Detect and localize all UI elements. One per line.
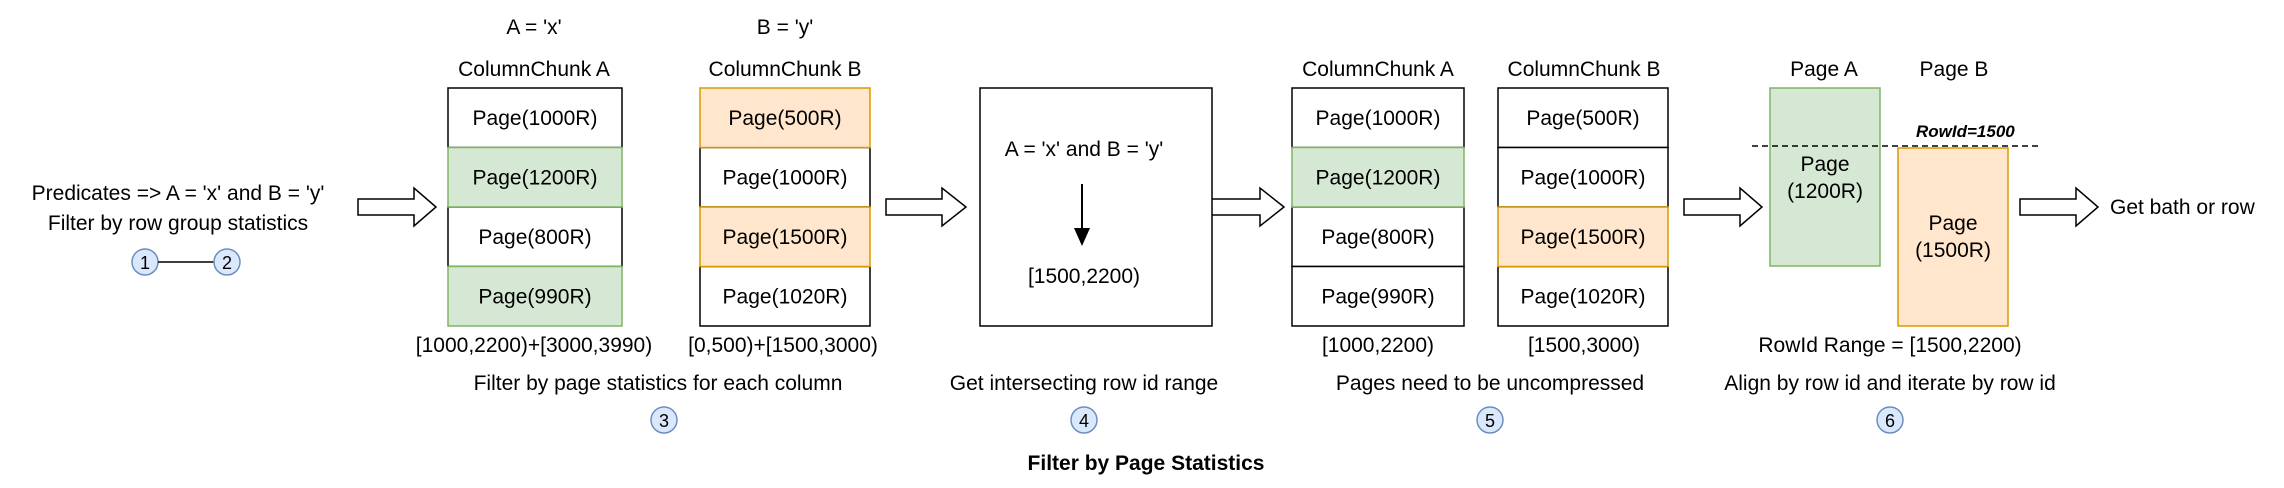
page-a-title: Page A	[1790, 58, 1858, 81]
flow-arrow-5	[2019, 186, 2100, 228]
column-chunk-a-pages-2: Page(1000R) Page(1200R) Page(800R) Page(990…	[1291, 87, 1465, 327]
page-cell	[1291, 146, 1465, 208]
flow-arrow-2	[885, 186, 968, 228]
stage-align-rows: Page A Page B Page (1200R) Page (1500R) …	[1724, 58, 2056, 434]
step-badge-4	[1070, 406, 1098, 434]
rowid-marker-label: RowId=1500	[1916, 122, 2015, 141]
flow-arrow-1	[357, 186, 438, 228]
step-badge-1-label: 1	[140, 253, 150, 273]
page-cell	[1291, 265, 1465, 327]
page-cell	[447, 206, 623, 268]
page-a-box	[1769, 87, 1881, 267]
column-chunk-a-title: ColumnChunk A	[458, 58, 610, 81]
page-cell	[699, 146, 871, 208]
page-cell-label: Page(1000R)	[723, 166, 848, 189]
step-badge-6	[1876, 406, 1904, 434]
flow-arrow-3	[1203, 186, 1286, 228]
chunk-a-row-range-2: [1000,2200)	[1322, 334, 1434, 357]
page-b-box	[1897, 147, 2009, 327]
page-cell-label: Page(990R)	[478, 285, 591, 308]
predicate-b-label: B = 'y'	[757, 16, 813, 39]
page-cell	[699, 265, 871, 327]
stage-intersect-range: A = 'x' and B = 'y' [1500,2200) Get inte…	[950, 87, 1218, 434]
page-cell	[447, 265, 623, 327]
column-chunk-b-pages-2: Page(500R) Page(1000R) Page(1500R) Page(102…	[1497, 87, 1669, 327]
page-cell	[1497, 146, 1669, 208]
down-arrow-icon	[1074, 228, 1090, 246]
page-cell-label: Page(1020R)	[1521, 285, 1646, 308]
stage-uncompress: ColumnChunk A ColumnChunk B Page(1000R)P…	[1291, 58, 1669, 434]
step-badge-2	[213, 248, 241, 276]
page-b-line-1: Page	[1928, 212, 1977, 235]
column-chunk-b-pages: Page(500R) Page(1000R) Page(1500R) Page(102…	[699, 87, 871, 327]
page-cell	[1497, 87, 1669, 149]
intersect-result: [1500,2200)	[1028, 265, 1140, 288]
step-badge-4-label: 4	[1079, 411, 1089, 431]
stage-6-caption: Align by row id and iterate by row id	[1724, 372, 2056, 395]
page-b-line-2: (1500R)	[1915, 239, 1991, 262]
column-chunk-b-title-2: ColumnChunk B	[1508, 58, 1661, 81]
step-badge-3	[650, 406, 678, 434]
page-cell	[447, 146, 623, 208]
page-cell	[1291, 87, 1465, 149]
predicate-text: Predicates => A = 'x' and B = 'y'	[32, 182, 325, 205]
stage-3-caption: Filter by page statistics for each colum…	[474, 372, 843, 395]
page-cell	[1291, 206, 1465, 268]
column-chunk-b-title: ColumnChunk B	[709, 58, 862, 81]
output-label: Get bath or row	[2110, 196, 2256, 219]
page-cell	[1497, 265, 1669, 327]
page-cell-label: Page(1020R)	[723, 285, 848, 308]
page-cell-label: Page(800R)	[478, 226, 591, 249]
stage-page-statistics: A = 'x' B = 'y' ColumnChunk A ColumnChun…	[416, 16, 878, 434]
page-b-title: Page B	[1920, 58, 1989, 81]
page-a-line-1: Page	[1800, 153, 1849, 176]
page-cell-label: Page(500R)	[728, 107, 841, 130]
row-group-filter-text: Filter by row group statistics	[48, 212, 308, 235]
page-cell-label: Page(990R)	[1321, 285, 1434, 308]
chunk-b-row-range: [0,500)+[1500,3000)	[688, 334, 878, 357]
step-badge-5-label: 5	[1485, 411, 1495, 431]
page-cell-label: Page(1500R)	[723, 226, 848, 249]
page-cell-label: Page(1000R)	[473, 107, 598, 130]
page-cell-label: Page(800R)	[1321, 226, 1434, 249]
combined-predicate-text: A = 'x' and B = 'y'	[1005, 138, 1163, 161]
page-cell-label: Page(1000R)	[1521, 166, 1646, 189]
stage-5-caption: Pages need to be uncompressed	[1336, 372, 1644, 395]
flow-arrow-4	[1683, 186, 1764, 228]
chunk-b-row-range-2: [1500,3000)	[1528, 334, 1640, 357]
chunk-a-row-range: [1000,2200)+[3000,3990)	[416, 334, 652, 357]
stage-row-group-filter: Predicates => A = 'x' and B = 'y' Filter…	[32, 182, 325, 276]
step-badge-2-label: 2	[222, 253, 232, 273]
page-cell-label: Page(1000R)	[1316, 107, 1441, 130]
page-a-line-2: (1200R)	[1787, 180, 1863, 203]
page-cell	[699, 206, 871, 268]
page-cell-label: Page(1200R)	[1316, 166, 1441, 189]
page-cell	[699, 87, 871, 149]
column-chunk-a-title-2: ColumnChunk A	[1302, 58, 1454, 81]
diagram-title: Filter by Page Statistics	[1028, 452, 1265, 475]
step-badge-5	[1476, 406, 1504, 434]
step-badge-6-label: 6	[1885, 411, 1895, 431]
column-chunk-a-pages: Page(1000R) Page(1200R) Page(800R) Page(990…	[447, 87, 623, 327]
rowid-range-label: RowId Range = [1500,2200)	[1758, 334, 2021, 357]
step-badge-3-label: 3	[659, 411, 669, 431]
stage-4-caption: Get intersecting row id range	[950, 372, 1218, 395]
page-cell-label: Page(500R)	[1526, 107, 1639, 130]
page-cell-label: Page(1200R)	[473, 166, 598, 189]
page-cell	[1497, 206, 1669, 268]
page-cell-label: Page(1500R)	[1521, 226, 1646, 249]
predicate-a-label: A = 'x'	[506, 16, 561, 39]
intersect-box	[979, 87, 1213, 327]
